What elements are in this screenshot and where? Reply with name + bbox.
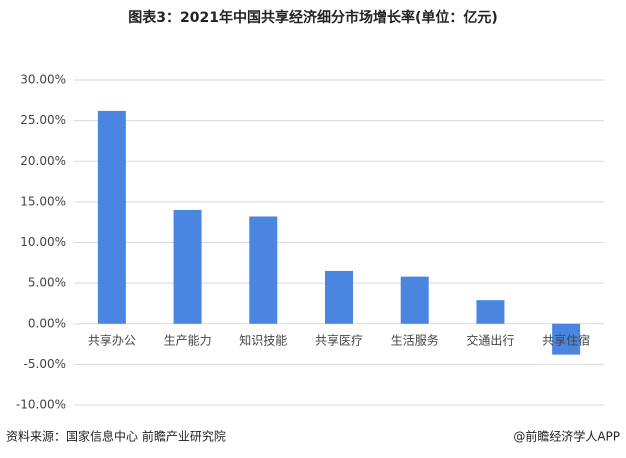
bar	[173, 210, 202, 324]
y-tick-label: 15.00%	[20, 194, 66, 208]
y-tick-label: 5.00%	[28, 276, 66, 290]
x-tick-label: 生产能力	[164, 333, 212, 347]
x-tick-label: 共享医疗	[315, 332, 363, 347]
x-tick-label: 交通出行	[466, 332, 514, 347]
source: 资料来源：国家信息中心 前瞻产业研究院	[6, 429, 226, 444]
bar	[552, 323, 581, 355]
bar	[325, 270, 353, 324]
x-tick-label: 共享办公	[88, 332, 136, 347]
chart-title: 图表3：2021年中国共享经济细分市场增长率(单位：亿元)	[128, 9, 498, 26]
x-tick-label: 生活服务	[391, 332, 439, 347]
y-tick-label: 20.00%	[20, 154, 66, 168]
bar	[476, 300, 505, 324]
y-tick-label: -5.00%	[24, 357, 66, 371]
y-tick-label: 0.00%	[28, 316, 66, 330]
bar	[249, 216, 278, 324]
credit: @前瞻经济学人APP	[513, 429, 620, 444]
y-tick-label: 25.00%	[20, 113, 66, 127]
bar	[97, 110, 126, 324]
bar	[400, 276, 429, 324]
x-tick-label: 共享住宿	[542, 332, 590, 347]
x-tick-label: 知识技能	[239, 333, 287, 347]
y-tick-label: 30.00%	[20, 73, 66, 87]
y-tick-label: 10.00%	[20, 235, 66, 249]
y-tick-label: -10.00%	[16, 398, 66, 412]
